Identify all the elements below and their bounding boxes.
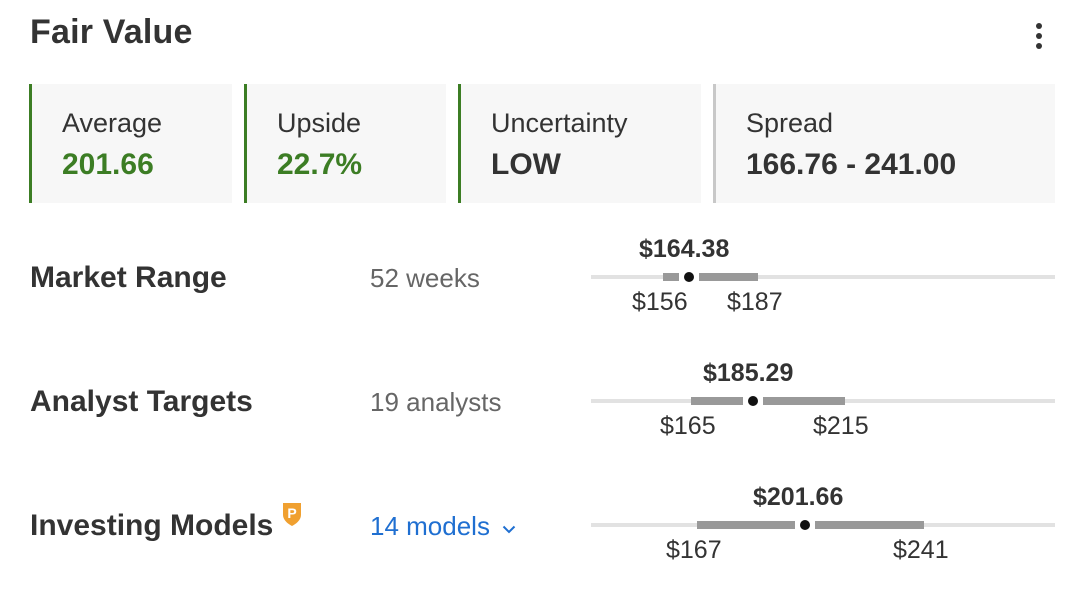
average-card: Average 201.66 xyxy=(29,84,232,203)
analyst-targets-current: $185.29 xyxy=(703,359,794,387)
spread-label: Spread xyxy=(746,108,834,138)
models-count: 14 models xyxy=(370,511,490,541)
models-dropdown[interactable]: 14 models xyxy=(370,511,516,544)
analyst-targets-bar: $185.29 $165 $215 xyxy=(591,356,1055,440)
analyst-targets-high: $215 xyxy=(813,412,869,440)
market-range-current: $164.38 xyxy=(639,235,730,263)
uncertainty-value: LOW xyxy=(491,148,561,181)
analyst-targets-label: Analyst Targets xyxy=(30,385,253,418)
market-range-marker xyxy=(684,272,694,282)
investing-models-marker xyxy=(800,520,810,530)
more-vertical-icon[interactable] xyxy=(1026,18,1052,54)
page-title: Fair Value xyxy=(30,13,193,51)
investing-models-high: $241 xyxy=(893,536,949,564)
upside-value: 22.7% xyxy=(277,148,363,181)
investing-models-label: Investing Models xyxy=(30,509,274,542)
investing-models-low: $167 xyxy=(666,536,722,564)
uncertainty-label: Uncertainty xyxy=(491,108,628,138)
svg-text:P: P xyxy=(288,505,297,521)
chevron-down-icon xyxy=(502,510,516,541)
spread-value: 166.76 - 241.00 xyxy=(746,148,957,181)
investing-models-current: $201.66 xyxy=(753,483,844,511)
market-range-period: 52 weeks xyxy=(370,263,480,293)
upside-card: Upside 22.7% xyxy=(244,84,446,203)
uncertainty-card: Uncertainty LOW xyxy=(458,84,701,203)
average-value: 201.66 xyxy=(62,148,154,181)
market-range-low: $156 xyxy=(632,288,688,316)
spread-card: Spread 166.76 - 241.00 xyxy=(713,84,1055,203)
analyst-targets-marker xyxy=(748,396,758,406)
market-range-bar: $164.38 $156 $187 xyxy=(591,232,1055,316)
investing-models-bar: $201.66 $167 $241 xyxy=(591,480,1055,564)
pro-badge-icon: P xyxy=(281,501,303,535)
investing-models-label-row: Investing Models P xyxy=(30,503,303,543)
analyst-count: 19 analysts xyxy=(370,387,502,417)
analyst-targets-low: $165 xyxy=(660,412,716,440)
average-label: Average xyxy=(62,108,163,138)
market-range-high: $187 xyxy=(727,288,783,316)
market-range-label: Market Range xyxy=(30,261,227,294)
upside-label: Upside xyxy=(277,108,362,138)
